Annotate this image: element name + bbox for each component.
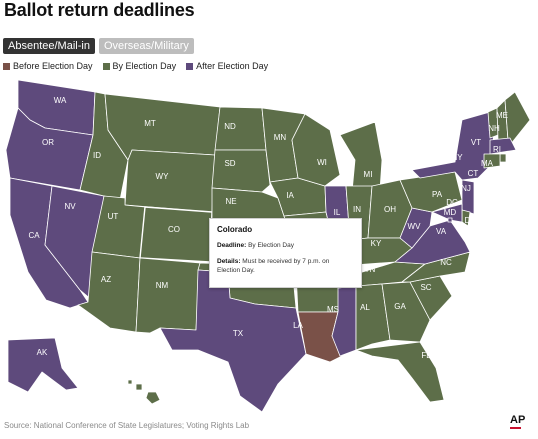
page-title: Ballot return deadlines [4,0,195,20]
state-tooltip: Colorado Deadline: By Election Day Detai… [209,218,362,288]
state-label-mn: MN [274,133,287,142]
source-note: Source: National Conference of State Leg… [4,421,250,430]
state-dc[interactable] [447,217,453,223]
legend-swatch-before [3,62,10,70]
state-label-me: ME [496,111,508,120]
ap-logo-underline [510,427,521,429]
state-label-wv: WV [408,222,422,231]
state-wv[interactable] [399,207,433,249]
state-me[interactable] [504,91,531,146]
state-label-nm: NM [156,281,169,290]
legend-swatch-by [102,62,110,70]
state-label-id: ID [93,151,101,160]
state-label-mi: MI [364,170,373,179]
state-ak[interactable] [7,337,79,393]
state-nj[interactable] [461,179,475,215]
tooltip-details-value: Must be received by 7 p.m. on Election D… [217,258,330,274]
state-label-la: LA [293,321,303,330]
state-label-ms: MS [327,305,339,314]
state-nd[interactable] [214,106,267,151]
tooltip-deadline-value: By Election Day [248,242,294,249]
state-label-ky: KY [371,239,382,248]
state-wy[interactable] [124,149,216,213]
state-label-in: IN [353,205,361,214]
state-label-wi: WI [317,158,327,167]
deadline-type-tabs: Absentee/Mail-in Overseas/Military [3,38,194,54]
state-label-ma: MA [481,159,494,168]
state-label-ut: UT [108,212,119,221]
state-label-ia: IA [286,191,294,200]
state-mi[interactable] [339,121,383,193]
state-label-nd: ND [224,122,236,131]
map-legend: Before Election Day By Election Day Afte… [3,61,268,71]
state-label-hi: HI [164,391,172,400]
state-label-nh: NH [488,124,500,133]
state-hi[interactable] [127,379,161,405]
state-label-ct: CT [468,169,479,178]
state-ri[interactable] [499,153,507,163]
tooltip-state-name: Colorado [217,225,253,234]
state-nm[interactable] [135,257,201,334]
tooltip-deadline: Deadline: By Election Day [217,241,354,250]
state-label-ca: CA [28,231,40,240]
state-label-ga: GA [394,302,406,311]
state-label-nc: NC [440,258,452,267]
legend-swatch-after [186,62,194,70]
legend-label-before: Before Election Day [13,61,93,71]
state-label-co: CO [168,225,180,234]
legend-item-after[interactable]: After Election Day [186,61,268,71]
state-label-il: IL [334,208,341,217]
state-nv[interactable] [44,185,105,301]
state-label-nv: NV [64,202,76,211]
state-label-az: AZ [101,275,111,284]
state-label-fl: FL [421,351,431,360]
legend-item-by[interactable]: By Election Day [102,61,177,71]
state-sd[interactable] [211,149,271,193]
tab-absentee-mail-in[interactable]: Absentee/Mail-in [3,38,95,54]
state-fl[interactable] [355,341,445,403]
state-ma[interactable] [489,137,517,155]
state-tx[interactable] [159,269,307,413]
legend-item-before[interactable]: Before Election Day [3,61,93,71]
legend-label-by: By Election Day [112,61,177,71]
state-label-mt: MT [144,119,156,128]
ap-logo: AP [510,414,526,426]
state-label-nj: NJ [461,184,471,193]
state-label-dc: DC [446,198,458,207]
state-label-wy: WY [156,172,170,181]
state-al[interactable] [355,283,391,351]
state-label-sc: SC [420,283,431,292]
state-ny[interactable] [411,111,497,181]
tooltip-details: Details: Must be received by 7 p.m. on E… [217,257,354,275]
state-co[interactable] [139,206,213,263]
state-label-al: AL [360,303,370,312]
state-label-md: MD [444,208,457,217]
state-label-de: DE [464,216,475,225]
tooltip-details-label: Details: [217,258,241,265]
state-label-wa: WA [54,96,67,105]
state-label-tn: TN [365,265,376,274]
state-ct[interactable] [483,153,501,169]
state-label-oh: OH [384,205,396,214]
state-label-ne: NE [225,197,236,206]
state-label-va: VA [436,227,447,236]
state-label-or: OR [42,138,54,147]
state-label-ri: RI [493,145,501,154]
state-label-tx: TX [233,329,244,338]
tab-overseas-military[interactable]: Overseas/Military [98,38,194,54]
state-mt[interactable] [104,93,221,161]
state-md[interactable] [431,203,463,223]
state-label-ak: AK [37,348,48,357]
state-label-ny: NY [451,153,463,162]
state-label-pa: PA [432,190,443,199]
legend-label-after: After Election Day [196,61,269,71]
state-label-vt: VT [471,138,481,147]
tooltip-deadline-label: Deadline: [217,242,247,249]
state-label-sd: SD [224,159,235,168]
state-wi[interactable] [291,113,341,187]
